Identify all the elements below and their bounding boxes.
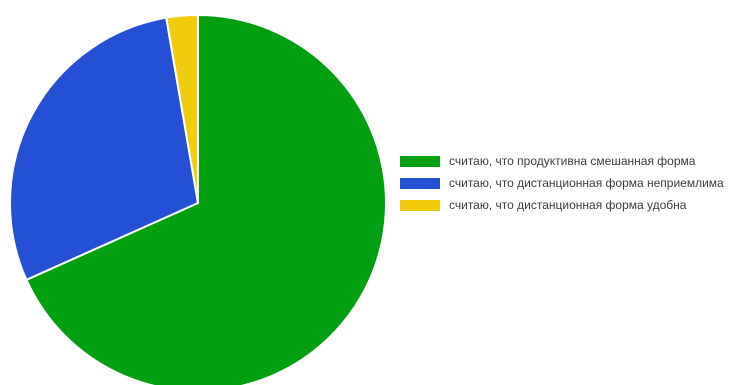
legend-label-distance-convenient: считаю, что дистанционная форма удобна [449, 198, 687, 212]
pie-slice-distance-convenient [165, 14, 199, 204]
legend-swatch-distance-unacceptable [400, 177, 440, 189]
legend-item-mixed-form: считаю, что продуктивна смешанная форма [400, 150, 724, 172]
legend-swatch-mixed-form [400, 155, 440, 167]
pie-slice-distance-unacceptable [8, 16, 199, 281]
legend-label-mixed-form: считаю, что продуктивна смешанная форма [449, 154, 696, 168]
legend-item-distance-convenient: считаю, что дистанционная форма удобна [400, 194, 724, 216]
legend-label-distance-unacceptable: считаю, что дистанционная форма неприемл… [449, 176, 724, 190]
legend-swatch-distance-convenient [400, 199, 440, 211]
pie-slice-mixed-form [25, 14, 387, 385]
chart-legend: считаю, что продуктивна смешанная форма … [400, 150, 724, 216]
legend-item-distance-unacceptable: считаю, что дистанционная форма неприемл… [400, 172, 724, 194]
